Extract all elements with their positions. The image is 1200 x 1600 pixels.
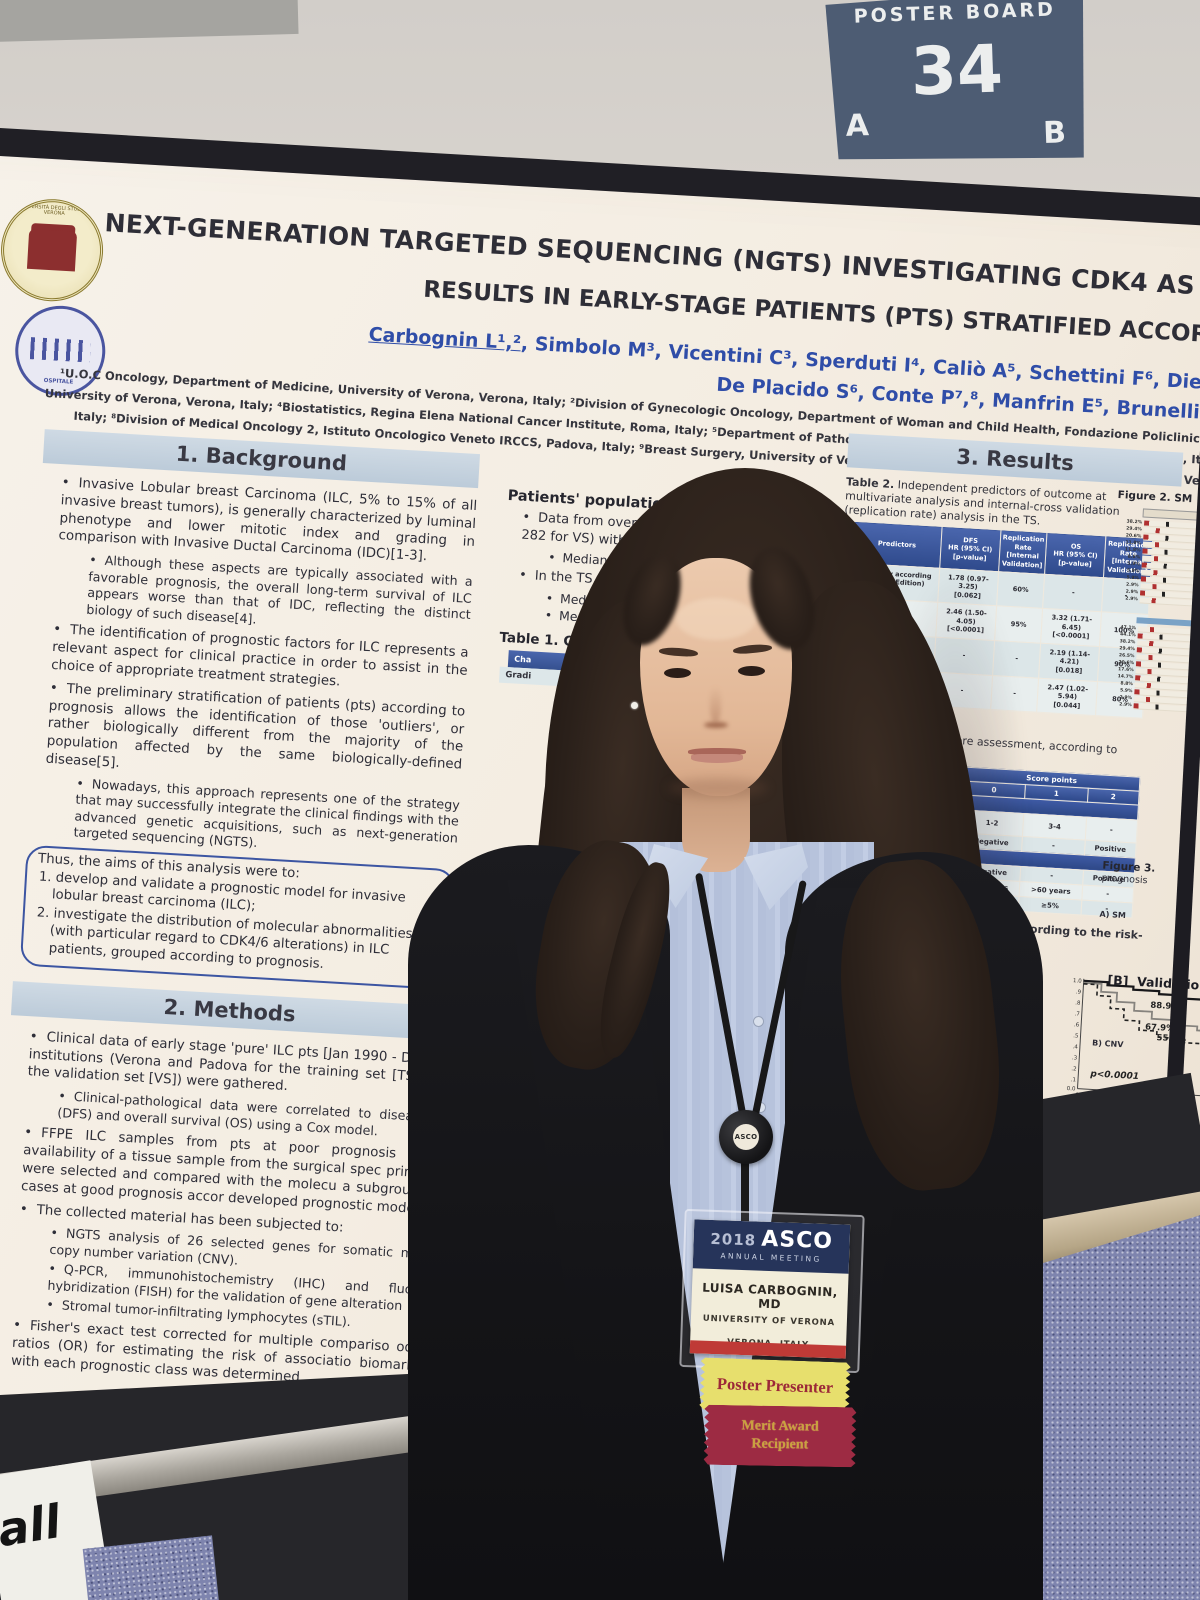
oncoprint-pct: 2.9% (1119, 702, 1132, 709)
poster-board-sign-title: POSTER BOARD (853, 0, 1057, 28)
ribbon2-text: Merit Award Recipient (741, 1417, 819, 1455)
table2-col-header: OS HR (95% CI) [p-value] (1045, 532, 1107, 578)
svg-text:.2: .2 (1071, 1066, 1077, 1072)
hospital-arches (29, 337, 91, 363)
svg-text:.3: .3 (1072, 1055, 1078, 1061)
left-eye (664, 668, 691, 678)
svg-text:.9: .9 (1076, 989, 1082, 995)
ribbon2-line2: Recipient (751, 1436, 809, 1453)
table2-cell: 2.47 (1.02-5.94) [0.044] (1037, 677, 1098, 716)
first-author: Carbognin L¹,² (368, 323, 522, 355)
oncoprint-pct: 2.9% (1125, 596, 1138, 603)
svg-text:1.0: 1.0 (1073, 978, 1083, 985)
mouth-lower-lip (691, 754, 743, 763)
forehead-highlight (676, 598, 756, 640)
figure2-oncoprint: Figure 2. SM 38.2% 29.4% 20.6% 11.8% 11.… (1105, 489, 1200, 720)
svg-text:0.0: 0.0 (1067, 1086, 1077, 1093)
oncoprint-block1: 38.2% 29.4% 20.6% 11.8% 11.8% 8.8% 5.9% … (1112, 518, 1200, 615)
mouth-upper-lip (688, 748, 746, 755)
svg-text:.5: .5 (1073, 1033, 1079, 1039)
shirt-button (753, 1016, 764, 1027)
floor-sign-text: all (0, 1494, 65, 1558)
ceiling-strip (0, 0, 299, 43)
castle-emblem (26, 228, 78, 272)
poster-board-label-b: B (1042, 115, 1067, 152)
ribbon1-text: Poster Presenter (716, 1373, 834, 1398)
table2-cell: 2.19 (1.14-4.21) [0.018] (1039, 643, 1100, 682)
nostrils (704, 722, 728, 728)
hospital-seal: OSPITALE (12, 303, 108, 399)
background-bullet: The preliminary stratification of patien… (45, 680, 465, 793)
merit-award-ribbon: Merit Award Recipient (703, 1405, 856, 1468)
table3-cell: - (1085, 816, 1138, 843)
poster-board-label-a: A (845, 108, 870, 144)
conference-badge: 2018 ASCO ANNUAL MEETING LUISA CARBOGNIN… (689, 1219, 851, 1359)
svg-text:.1: .1 (1071, 1077, 1077, 1083)
right-eye (738, 666, 765, 676)
svg-text:.4: .4 (1072, 1044, 1078, 1050)
svg-text:.8: .8 (1075, 1000, 1081, 1006)
svg-text:.6: .6 (1074, 1022, 1080, 1028)
badge-year: 2018 (710, 1229, 757, 1250)
aims-box: Thus, the aims of this analysis were to:… (19, 844, 457, 991)
badge-affiliation: UNIVERSITY OF VERONA (702, 1313, 836, 1329)
table2-cell: - (1043, 573, 1104, 612)
ribbon2-line1: Merit Award (741, 1418, 819, 1435)
lanyard-cord-center (741, 1152, 749, 1228)
earring (631, 702, 638, 709)
nose-shadow (710, 686, 721, 722)
badge-org: ASCO (760, 1226, 834, 1255)
badge-name: LUISA CARBOGNIN, MD (701, 1280, 838, 1312)
svg-text:.7: .7 (1074, 1011, 1080, 1017)
badge-header: 2018 ASCO ANNUAL MEETING (692, 1219, 851, 1274)
poster-board-sign: POSTER BOARD 34 A B (825, 0, 1089, 166)
lanyard-clip-label: ASCO (733, 1124, 759, 1150)
table2-cell: 3.32 (1.71-6.45) [<0.0001] (1041, 608, 1102, 647)
university-verona-seal: UNIVERSITÀ DEGLI STUDI DI VERONA (0, 196, 106, 305)
jaw-shadow (668, 778, 768, 798)
poster-board-number: 34 (909, 30, 1005, 111)
